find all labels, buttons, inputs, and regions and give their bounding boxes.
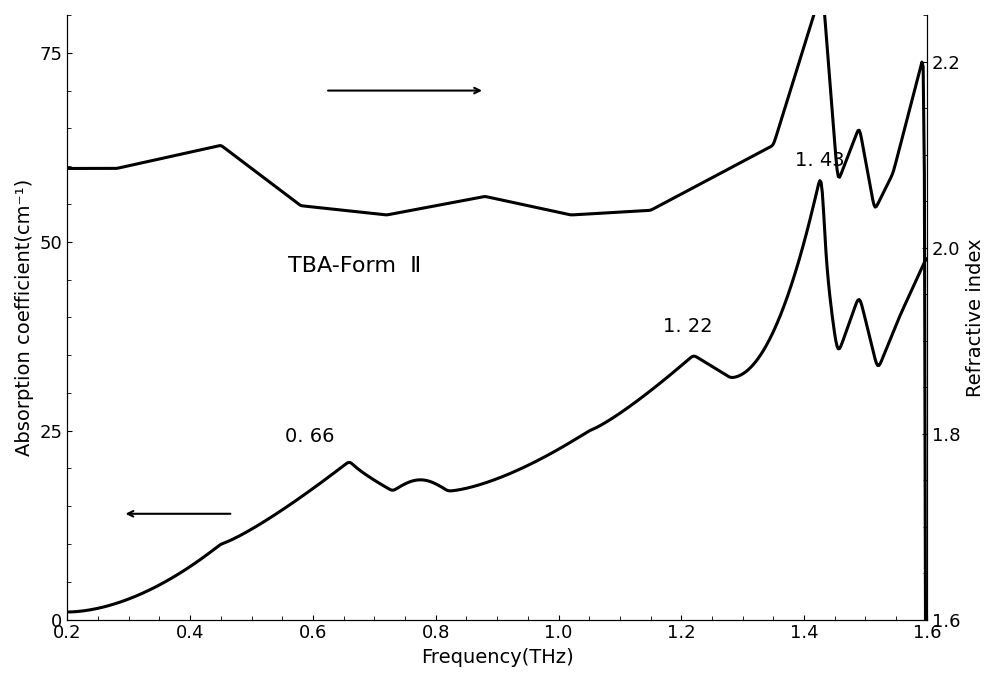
Y-axis label: Absorption coefficient(cm⁻¹): Absorption coefficient(cm⁻¹) <box>15 179 34 456</box>
Text: 1. 22: 1. 22 <box>663 317 712 336</box>
Text: TBA-Form  Ⅱ: TBA-Form Ⅱ <box>288 256 422 276</box>
Y-axis label: Refractive index: Refractive index <box>966 238 985 396</box>
Text: 0. 66: 0. 66 <box>285 427 335 446</box>
Text: 1. 43: 1. 43 <box>795 151 844 170</box>
X-axis label: Frequency(THz): Frequency(THz) <box>421 648 574 667</box>
